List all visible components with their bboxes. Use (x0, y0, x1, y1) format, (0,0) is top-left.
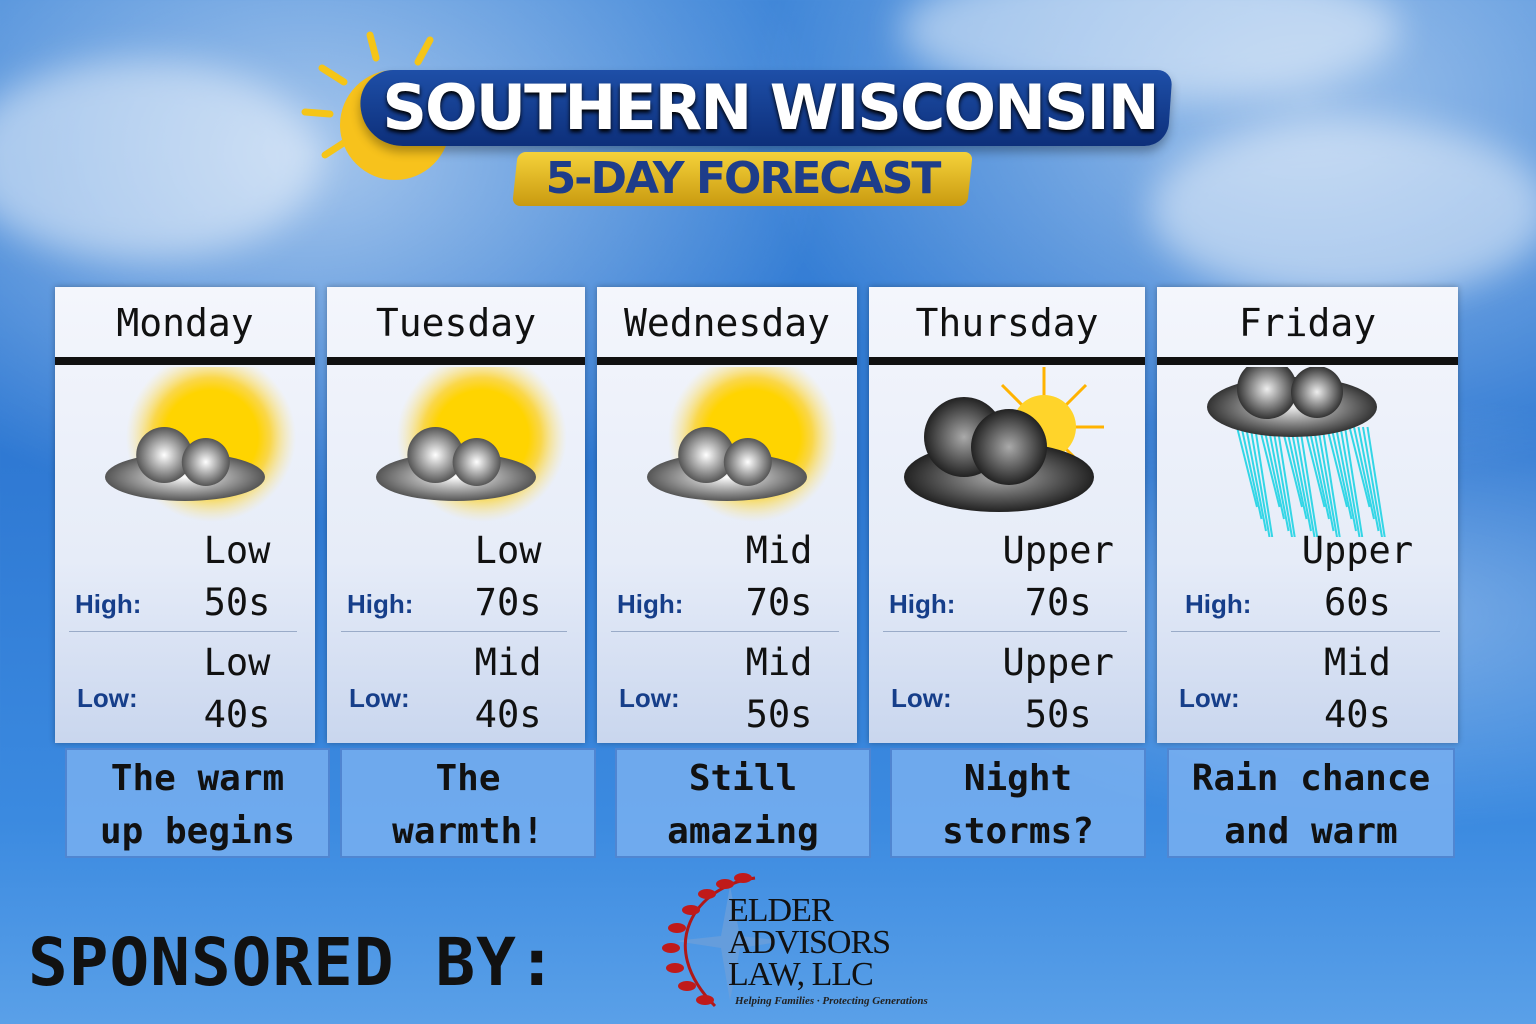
day-caption: The warmth! (340, 748, 596, 858)
caption-line: The warm (110, 758, 285, 799)
low-value: 50s (1024, 693, 1092, 736)
caption-line: up begins (99, 811, 296, 852)
low-value: 40s (203, 693, 271, 736)
high-label: High: (1185, 589, 1252, 619)
high-qualifier: Low (203, 529, 271, 572)
low-qualifier: Upper (1002, 641, 1114, 684)
divider (341, 631, 567, 632)
day-caption: Rain chance and warm (1167, 748, 1455, 858)
low-label: Low: (349, 683, 410, 713)
divider (327, 357, 585, 365)
high-label: High: (347, 589, 414, 619)
day-name: Wednesday (624, 301, 830, 345)
low-qualifier: Mid (745, 641, 813, 684)
high-value: 70s (474, 581, 542, 624)
logo-tagline: Helping Families · Protecting Generation… (735, 995, 928, 1007)
divider (597, 357, 857, 365)
day-card-wednesday: Wednesday Mid 70s High: Mid 50s Low: (597, 287, 857, 743)
low-label: Low: (77, 683, 138, 713)
logo-line: ELDER (728, 892, 834, 929)
partly-sunny-icon (647, 367, 838, 522)
day-caption: The warm up begins (65, 748, 330, 858)
day-card-tuesday: Tuesday Low 70s High: Mid 40s Low: (327, 287, 585, 743)
high-qualifier: Low (474, 529, 542, 572)
day-card-monday: Monday Low 50s High: Low 40s Low: (55, 287, 315, 743)
high-label: High: (617, 589, 684, 619)
caption-line: Rain chance (1191, 758, 1431, 799)
partly-sunny-icon (105, 367, 296, 522)
low-qualifier: Low (203, 641, 271, 684)
low-label: Low: (891, 683, 952, 713)
title-line1: SOUTHERN WISCONSIN (382, 71, 1159, 144)
high-qualifier: Upper (1301, 529, 1414, 572)
day-card-friday: Friday Upper 60s High: Mid 40s Low: (1157, 287, 1458, 743)
high-qualifier: Upper (1002, 529, 1114, 572)
divider (611, 631, 839, 632)
high-value: 70s (745, 581, 813, 624)
day-name: Thursday (915, 301, 1099, 345)
day-name: Monday (116, 301, 254, 345)
low-label: Low: (619, 683, 680, 713)
partly-sunny-icon (376, 367, 567, 522)
divider (1157, 357, 1458, 365)
low-value: 40s (474, 693, 542, 736)
sponsor-logo: ELDER ADVISORS LAW, LLC Helping Families… (655, 866, 945, 1016)
divider (869, 357, 1145, 365)
sponsored-by-label: SPONSORED BY: (28, 924, 558, 1001)
day-card-thursday: Thursday Upper 70s High: Upper 50s Low: (869, 287, 1145, 743)
caption-line: The (435, 758, 501, 799)
low-label: Low: (1179, 683, 1240, 713)
divider (69, 631, 297, 632)
caption-line: storms? (942, 811, 1094, 852)
background-cloud (1150, 120, 1536, 300)
laurel-compass-icon (662, 873, 775, 1008)
high-label: High: (889, 589, 956, 619)
low-value: 50s (745, 693, 813, 736)
divider (883, 631, 1127, 632)
low-qualifier: Mid (474, 641, 542, 684)
divider (1171, 631, 1440, 632)
forecast-title: SOUTHERN WISCONSIN 5-DAY FORECAST (300, 30, 1180, 210)
caption-line: and warm (1224, 811, 1398, 852)
rain-cloud-icon (1207, 367, 1386, 537)
caption-line: warmth! (392, 811, 544, 852)
title-line2: 5-DAY FORECAST (545, 153, 942, 204)
high-label: High: (75, 589, 142, 619)
caption-line: amazing (667, 811, 819, 852)
caption-line: Still (688, 758, 798, 799)
low-qualifier: Mid (1324, 641, 1391, 684)
caption-line: Night (963, 758, 1073, 799)
high-qualifier: Mid (745, 529, 813, 572)
logo-line: LAW, LLC (728, 956, 874, 993)
divider (55, 357, 315, 365)
high-value: 70s (1024, 581, 1092, 624)
background-cloud (0, 60, 320, 260)
storm-cloud-sun-icon (904, 367, 1104, 512)
high-value: 60s (1324, 581, 1391, 624)
day-caption: Night storms? (890, 748, 1146, 858)
high-value: 50s (203, 581, 271, 624)
day-name: Tuesday (375, 301, 537, 345)
logo-line: ADVISORS (728, 924, 891, 961)
day-caption: Still amazing (615, 748, 871, 858)
low-value: 40s (1324, 693, 1391, 736)
day-name: Friday (1238, 301, 1377, 345)
